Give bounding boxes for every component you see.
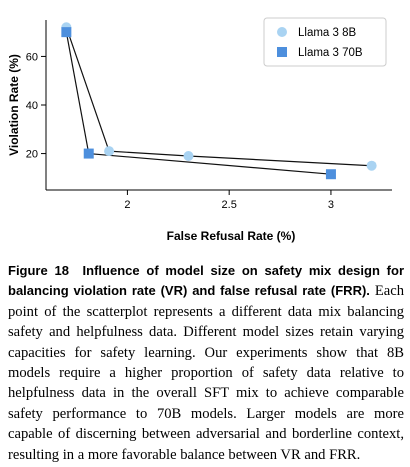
y-axis-label: Violation Rate (%) — [7, 54, 21, 156]
figure-caption: Figure 18 Influence of model size on saf… — [8, 261, 404, 465]
caption-label: Figure 18 — [8, 263, 69, 278]
x-axis-label: False Refusal Rate (%) — [167, 229, 296, 243]
caption-bold-text: Influence of model size on safety mix de… — [8, 263, 405, 299]
y-tick-label: 40 — [26, 100, 38, 112]
legend-label: Llama 3 8B — [298, 27, 357, 39]
series-line-0 — [65, 27, 372, 167]
legend-marker — [277, 27, 287, 37]
data-point-70b — [325, 169, 336, 180]
legend-box — [263, 17, 387, 67]
legend: Llama 3 8B Llama 3 70B — [263, 17, 387, 67]
x-tick-label: 2 — [124, 199, 130, 211]
data-points — [61, 22, 377, 180]
legend-label: Llama 3 70B — [298, 47, 363, 59]
caption-body: Each point of the scatterplot represents… — [8, 283, 404, 463]
scatter-chart: 2 2.5 3 20 40 60 Llama 3 8B Llama 3 70B False … — [7, 17, 392, 243]
y-tick-label: 60 — [26, 51, 38, 63]
legend-marker — [277, 47, 287, 57]
y-tick-label: 20 — [26, 149, 38, 161]
data-point-8b — [104, 146, 115, 157]
x-tick-label: 2.5 — [222, 199, 237, 211]
x-tick-label: 3 — [328, 199, 334, 211]
data-point-8b — [366, 160, 377, 171]
axes: 2 2.5 3 20 40 60 — [26, 20, 392, 211]
data-point-70b — [61, 27, 72, 38]
data-point-70b — [83, 148, 94, 159]
data-point-8b — [183, 151, 194, 161]
